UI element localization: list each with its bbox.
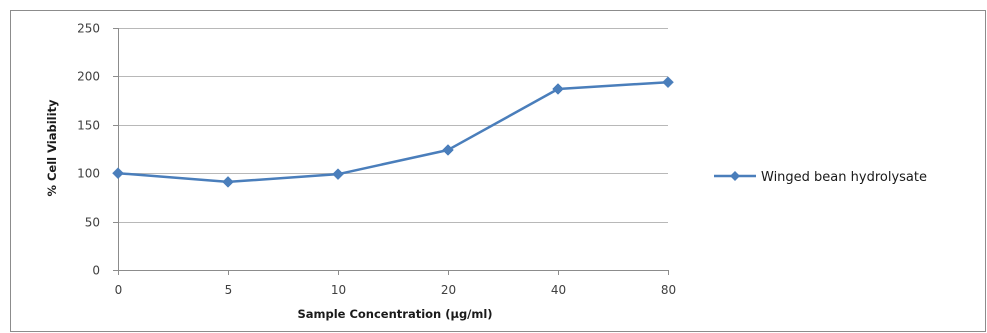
x-axis-ticks: 0 5 10 20 40 80 bbox=[115, 270, 676, 297]
y-tick-label: 100 bbox=[77, 167, 100, 181]
gridlines bbox=[118, 28, 668, 223]
y-tick-label: 250 bbox=[77, 22, 100, 36]
data-point-marker bbox=[222, 176, 234, 188]
y-axis-ticks: 0 50 100 150 200 250 bbox=[77, 22, 118, 278]
series-line bbox=[117, 80, 669, 184]
data-point-marker bbox=[112, 167, 124, 180]
legend: Winged bean hydrolysate bbox=[714, 170, 927, 185]
x-tick-label: 5 bbox=[225, 283, 233, 297]
data-point-marker bbox=[332, 168, 344, 181]
chart-border bbox=[10, 10, 986, 332]
axes bbox=[118, 28, 668, 271]
x-tick-label: 40 bbox=[551, 283, 566, 297]
x-tick-label: 20 bbox=[441, 283, 456, 297]
data-point-marker bbox=[442, 144, 454, 156]
y-tick-label: 0 bbox=[92, 264, 100, 278]
legend-label: Winged bean hydrolysate bbox=[761, 170, 927, 185]
legend-marker bbox=[730, 171, 740, 181]
y-tick-label: 200 bbox=[77, 70, 100, 84]
x-tick-label: 10 bbox=[331, 283, 346, 297]
y-axis-title: % Cell Viability bbox=[45, 99, 59, 197]
x-tick-label: 0 bbox=[115, 283, 123, 297]
series-layer bbox=[112, 76, 674, 188]
y-tick-label: 150 bbox=[77, 119, 100, 133]
data-point-marker bbox=[552, 83, 564, 95]
y-tick-label: 50 bbox=[85, 216, 100, 230]
data-point-marker bbox=[662, 76, 674, 89]
x-tick-label: 80 bbox=[661, 283, 676, 297]
x-axis-title: Sample Concentration (µg/ml) bbox=[297, 307, 492, 321]
